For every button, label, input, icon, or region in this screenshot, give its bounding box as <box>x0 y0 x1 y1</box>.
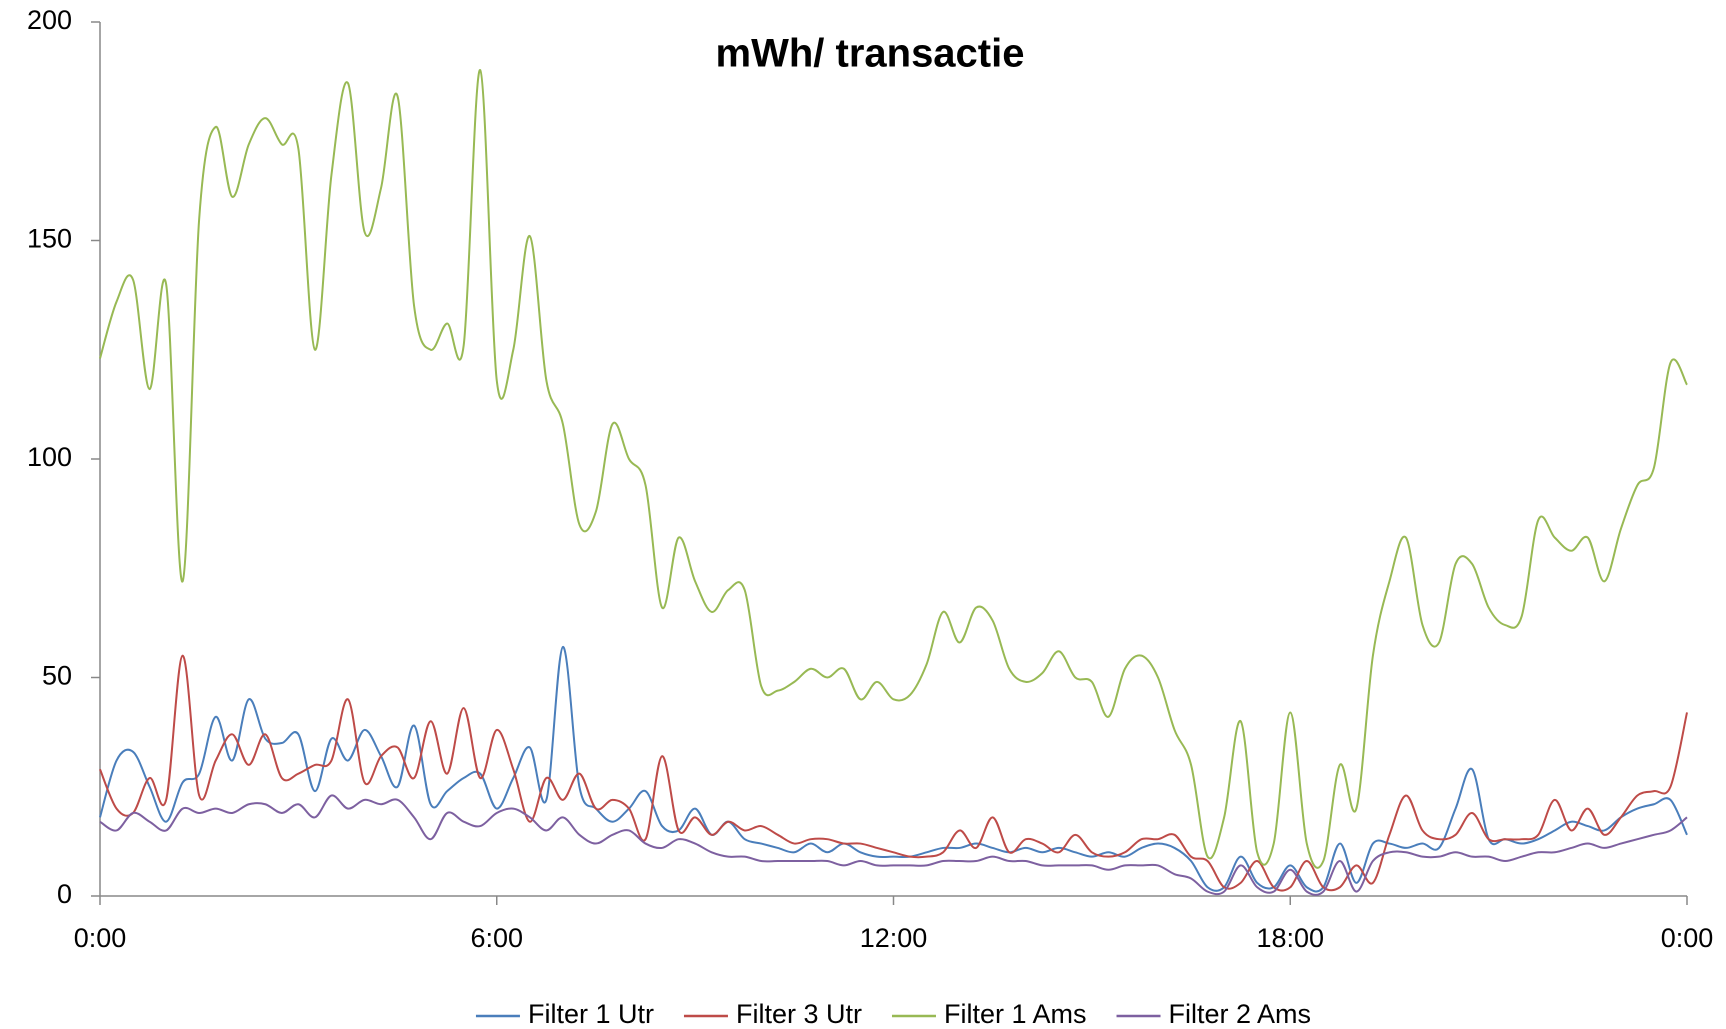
x-tick-label: 0:00 <box>74 923 127 953</box>
series-line <box>99 654 1688 892</box>
y-tick-label: 100 <box>27 442 72 472</box>
y-tick-label: 150 <box>27 224 72 254</box>
x-tick-label: 18:00 <box>1256 923 1324 953</box>
x-tick-label: 12:00 <box>860 923 928 953</box>
y-tick-label: 200 <box>27 5 72 35</box>
y-tick-label: 0 <box>57 879 72 909</box>
y-tick-label: 50 <box>42 661 72 691</box>
series-line <box>99 645 1688 893</box>
legend-label: Filter 3 Utr <box>736 999 862 1029</box>
series-line <box>99 69 1688 869</box>
chart-title: mWh/ transactie <box>716 32 1025 76</box>
legend-label: Filter 1 Ams <box>944 999 1087 1029</box>
legend-label: Filter 2 Ams <box>1169 999 1312 1029</box>
x-tick-label: 0:00 <box>1661 923 1714 953</box>
x-tick-label: 6:00 <box>470 923 523 953</box>
series-line <box>99 794 1688 896</box>
legend-label: Filter 1 Utr <box>528 999 654 1029</box>
